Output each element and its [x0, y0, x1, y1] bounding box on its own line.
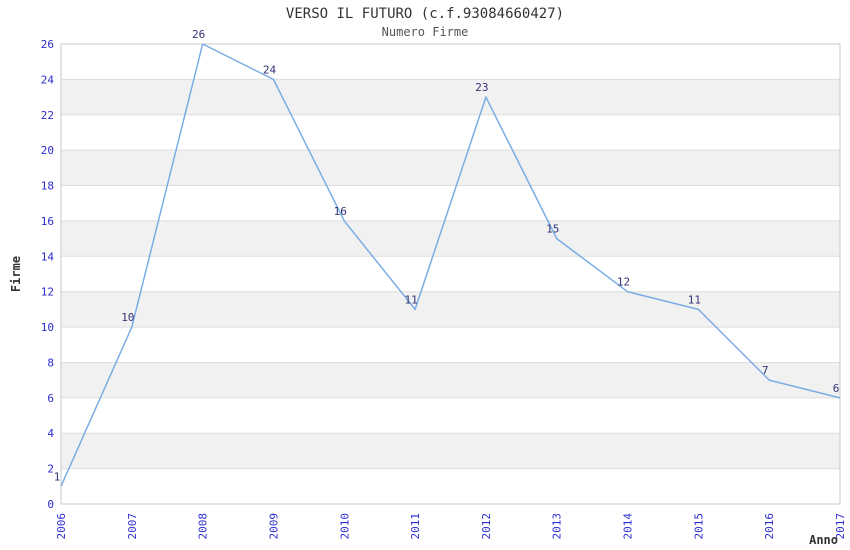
plot-band: [61, 433, 840, 469]
y-tick-label: 12: [41, 286, 54, 299]
plot-band: [61, 397, 840, 434]
plot-band: [61, 44, 840, 80]
point-label: 12: [617, 276, 630, 289]
x-axis-title: Anno: [809, 533, 838, 547]
point-label: 16: [334, 205, 347, 218]
plot-band: [61, 256, 840, 292]
x-tick-label: 2015: [692, 513, 705, 540]
y-tick-label: 10: [41, 321, 54, 334]
plot-band: [61, 150, 840, 186]
plot-band: [61, 468, 840, 504]
point-label: 10: [121, 311, 134, 324]
x-tick-label: 2014: [622, 513, 635, 540]
x-tick-label: 2017: [834, 513, 847, 540]
x-tick-label: 2009: [267, 513, 280, 540]
y-tick-label: 24: [41, 73, 55, 86]
series-line: [60, 43, 841, 487]
y-tick-label: 14: [41, 250, 55, 263]
x-tick-label: 2013: [551, 513, 564, 540]
y-tick-label: 26: [41, 38, 54, 51]
plot-border: [60, 43, 841, 505]
point-label: 1: [54, 470, 61, 483]
x-tick-label: 2008: [197, 513, 210, 540]
x-tick-label: 2010: [338, 513, 351, 540]
point-label: 11: [688, 293, 701, 306]
point-label: 24: [263, 63, 277, 76]
point-label: 23: [475, 81, 488, 94]
y-tick-label: 4: [47, 427, 54, 440]
y-axis-title: Firme: [9, 256, 23, 292]
x-tick-label: 2011: [409, 513, 422, 540]
x-tick-label: 2007: [126, 513, 139, 540]
chart-subtitle: Numero Firme: [381, 25, 469, 39]
plot-band: [61, 79, 840, 115]
plot-band: [61, 291, 840, 328]
plot-band: [61, 220, 840, 257]
y-tick-label: 8: [47, 356, 54, 369]
x-tick-label: 2006: [55, 513, 68, 540]
chart-title: VERSO IL FUTURO (c.f.93084660427): [285, 6, 565, 22]
y-tick-label: 6: [47, 392, 54, 405]
point-label: 15: [546, 223, 559, 236]
point-label: 6: [833, 382, 840, 395]
plot-band: [61, 114, 840, 151]
y-tick-label: 2: [47, 463, 54, 476]
point-label: 7: [762, 364, 769, 377]
point-label: 26: [192, 28, 205, 41]
y-tick-label: 20: [41, 144, 54, 157]
point-label: 11: [404, 293, 417, 306]
plot-band: [61, 327, 840, 363]
y-tick-label: 0: [47, 498, 54, 511]
x-tick-label: 2016: [763, 513, 776, 540]
y-tick-label: 16: [41, 215, 54, 228]
y-tick-label: 18: [41, 180, 54, 193]
plot-band: [61, 362, 840, 398]
y-tick-label: 22: [41, 109, 54, 122]
x-tick-label: 2012: [480, 513, 493, 540]
